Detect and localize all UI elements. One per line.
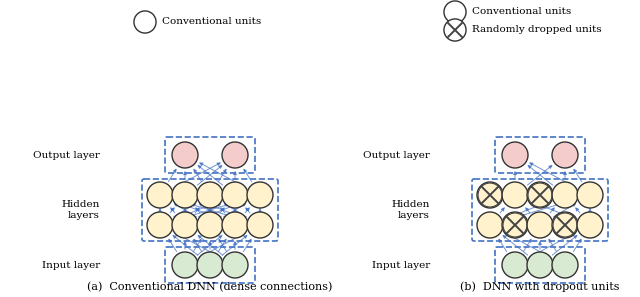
Circle shape: [502, 252, 528, 278]
Circle shape: [222, 182, 248, 208]
Text: Output layer: Output layer: [363, 151, 430, 159]
Circle shape: [172, 182, 198, 208]
Circle shape: [527, 182, 553, 208]
Text: Conventional units: Conventional units: [472, 7, 572, 17]
Circle shape: [477, 182, 503, 208]
Text: Input layer: Input layer: [372, 260, 430, 269]
Circle shape: [502, 142, 528, 168]
Text: Hidden
layers: Hidden layers: [392, 200, 430, 220]
Circle shape: [197, 182, 223, 208]
Circle shape: [527, 252, 553, 278]
Circle shape: [197, 252, 223, 278]
Circle shape: [577, 212, 603, 238]
Circle shape: [134, 11, 156, 33]
Circle shape: [172, 212, 198, 238]
Text: Randomly dropped units: Randomly dropped units: [472, 26, 602, 34]
Circle shape: [197, 212, 223, 238]
Circle shape: [247, 212, 273, 238]
Circle shape: [552, 212, 578, 238]
Circle shape: [147, 212, 173, 238]
Circle shape: [502, 182, 528, 208]
Circle shape: [477, 212, 503, 238]
Text: Input layer: Input layer: [42, 260, 100, 269]
Circle shape: [577, 182, 603, 208]
Circle shape: [172, 142, 198, 168]
Circle shape: [527, 212, 553, 238]
Circle shape: [552, 142, 578, 168]
Circle shape: [222, 142, 248, 168]
Circle shape: [444, 1, 466, 23]
Text: Hidden
layers: Hidden layers: [61, 200, 100, 220]
Circle shape: [444, 19, 466, 41]
Circle shape: [222, 252, 248, 278]
Text: Conventional units: Conventional units: [162, 18, 261, 26]
Text: (b)  DNN with dropout units: (b) DNN with dropout units: [460, 282, 620, 292]
Text: Output layer: Output layer: [33, 151, 100, 159]
Circle shape: [247, 182, 273, 208]
Circle shape: [222, 212, 248, 238]
Circle shape: [147, 182, 173, 208]
Circle shape: [172, 252, 198, 278]
Text: (a)  Conventional DNN (dense connections): (a) Conventional DNN (dense connections): [87, 282, 333, 292]
Circle shape: [502, 212, 528, 238]
Circle shape: [552, 182, 578, 208]
Circle shape: [552, 252, 578, 278]
